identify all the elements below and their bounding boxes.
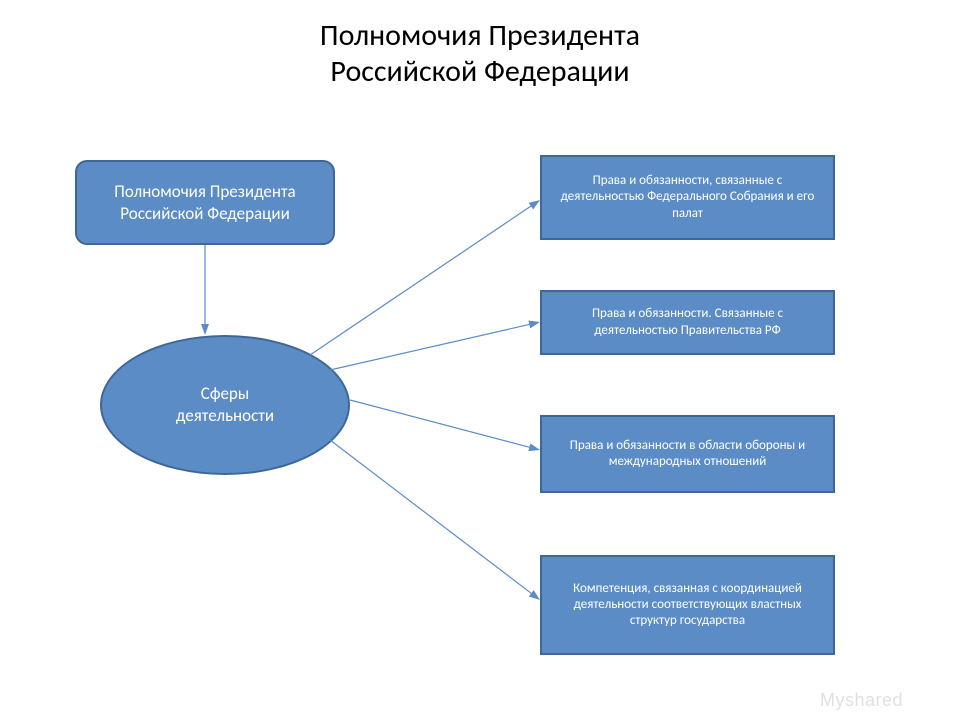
node-right-3: Права и обязанности в области обороны и …	[540, 415, 835, 493]
node-right-2: Права и обязанности. Связанные с деятель…	[540, 290, 835, 355]
page-title: Полномочия Президента Российской Федерац…	[0, 18, 960, 90]
node-spheres-label: Сферы деятельности	[176, 383, 274, 427]
node-root: Полномочия Президента Российской Федерац…	[75, 160, 335, 245]
node-right-1-label: Права и обязанности, связанные с деятель…	[550, 173, 825, 222]
title-line2: Российской Федерации	[330, 53, 629, 90]
node-spheres: Сферы деятельности	[100, 335, 350, 475]
node-right-1: Права и обязанности, связанные с деятель…	[540, 155, 835, 240]
node-right-4-label: Компетенция, связанная с координацией де…	[550, 581, 825, 630]
node-right-4: Компетенция, связанная с координацией де…	[540, 555, 835, 655]
node-right-2-label: Права и обязанности. Связанные с деятель…	[550, 306, 825, 339]
title-line1: Полномочия Президента	[320, 17, 640, 54]
node-right-3-label: Права и обязанности в области обороны и …	[550, 438, 825, 471]
node-root-label: Полномочия Президента Российской Федерац…	[85, 181, 325, 224]
watermark: Myshared	[820, 690, 903, 711]
